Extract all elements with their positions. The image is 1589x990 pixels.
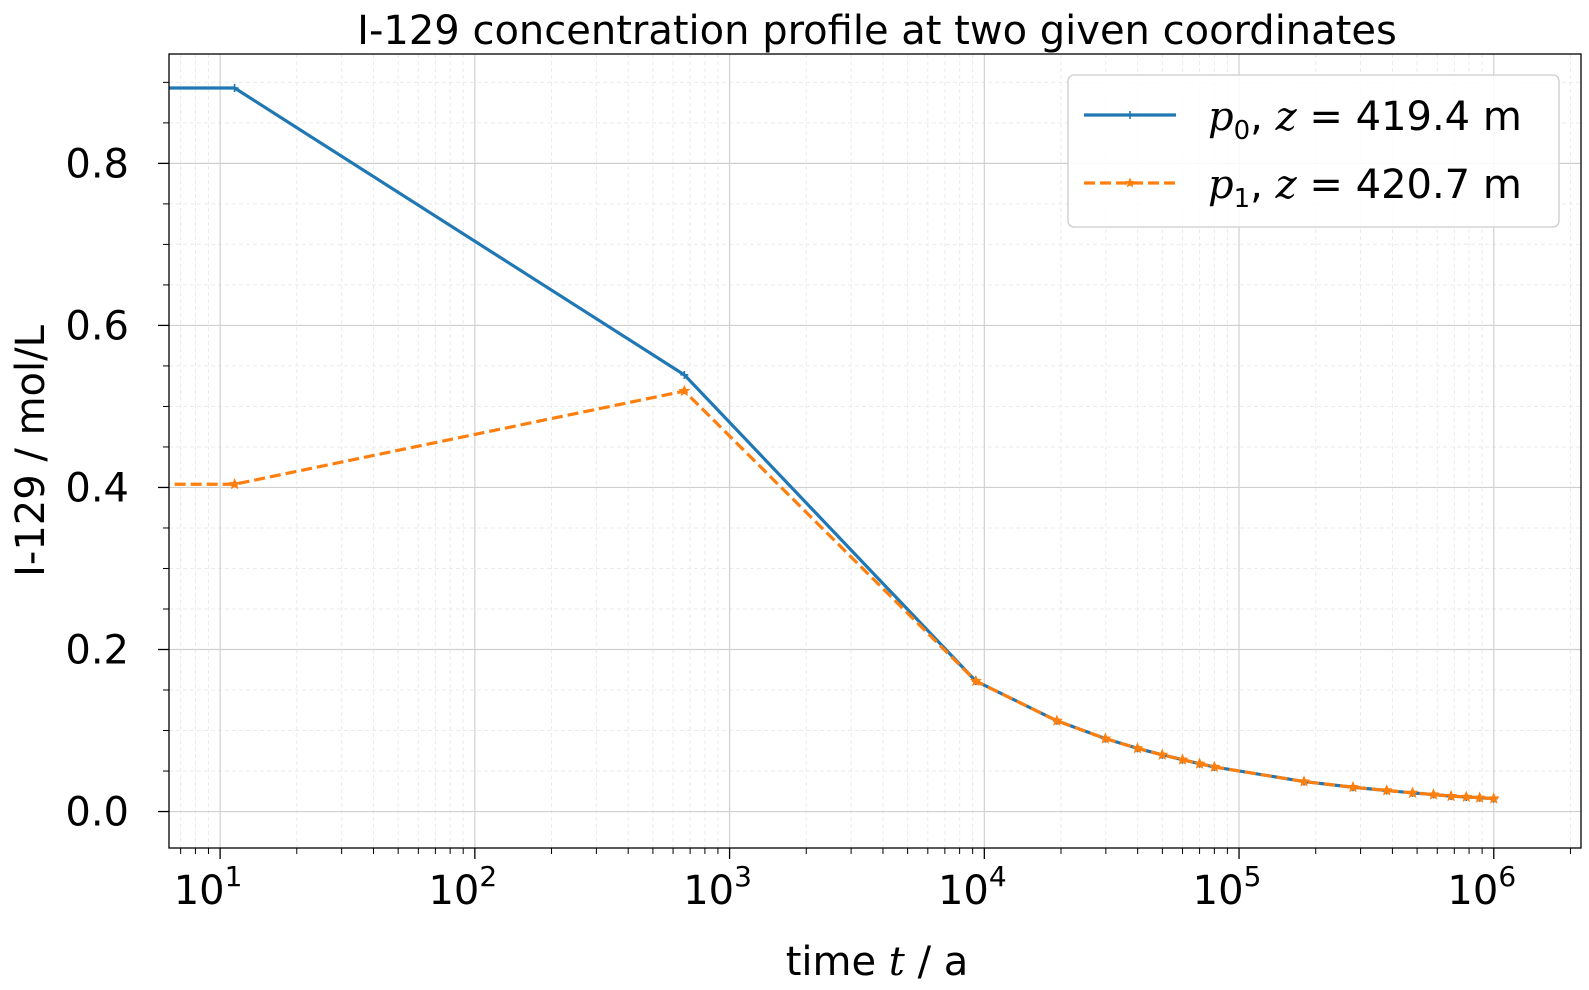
legend: p0, z = 419.4 m p1, z = 420.7 m [1067,74,1560,228]
data-point [1427,788,1440,800]
data-point [1099,732,1112,744]
legend-label: p1, z = 420.7 m [1208,162,1522,214]
y-axis-label: I-129 / mol/L [8,324,54,577]
chart-title: I-129 concentration profile at two given… [357,8,1397,54]
data-point [1445,789,1458,802]
data-point [1156,748,1169,760]
legend-item: p1, z = 420.7 m [1084,162,1522,214]
x-axis-label-suffix: / a [905,939,968,985]
data-point [1050,714,1063,726]
data-point [1380,784,1393,796]
legend-box [1067,74,1560,228]
data-point [1460,790,1473,803]
y-tick-label: 0.2 [65,628,129,674]
data-point [969,674,982,687]
data-point [1176,753,1189,765]
x-tick-label: 101 [174,860,243,914]
plot-frame [168,53,1582,849]
series-group [169,84,1500,804]
legend-item: p0, z = 419.4 m [1084,94,1522,146]
data-point [1473,791,1486,803]
y-tick-label: 0.4 [65,465,129,511]
x-axis-label: time t / a [786,939,969,985]
series-1 [169,384,1500,804]
series-line [169,389,1494,801]
x-tick-label: 104 [938,860,1007,914]
x-axis-ticks: 101 102 103 104 105 106 [174,848,1571,914]
data-point [228,477,241,490]
data-point [680,370,689,379]
data-point [1208,760,1221,773]
y-tick-label: 0.6 [65,303,129,349]
data-point [1406,786,1419,798]
y-tick-label: 0.8 [65,141,129,187]
y-axis-ticks: 0.0 0.2 0.4 0.6 0.8 [65,81,169,836]
data-point [1298,775,1311,787]
x-axis-label-prefix: time [786,939,889,985]
x-tick-label: 106 [1447,860,1516,914]
y-tick-label: 0.0 [65,790,129,836]
data-point [230,84,239,93]
x-tick-label: 103 [683,860,752,914]
x-tick-label: 102 [428,860,497,914]
data-point [1487,792,1500,804]
data-point [1131,742,1144,754]
x-tick-label: 105 [1193,860,1262,914]
minor-gridlines [169,54,1581,848]
x-axis-label-var: t [889,939,906,985]
legend-label: p0, z = 419.4 m [1208,94,1522,146]
data-point [678,384,691,397]
data-point [1193,757,1206,769]
data-point [1346,780,1359,793]
